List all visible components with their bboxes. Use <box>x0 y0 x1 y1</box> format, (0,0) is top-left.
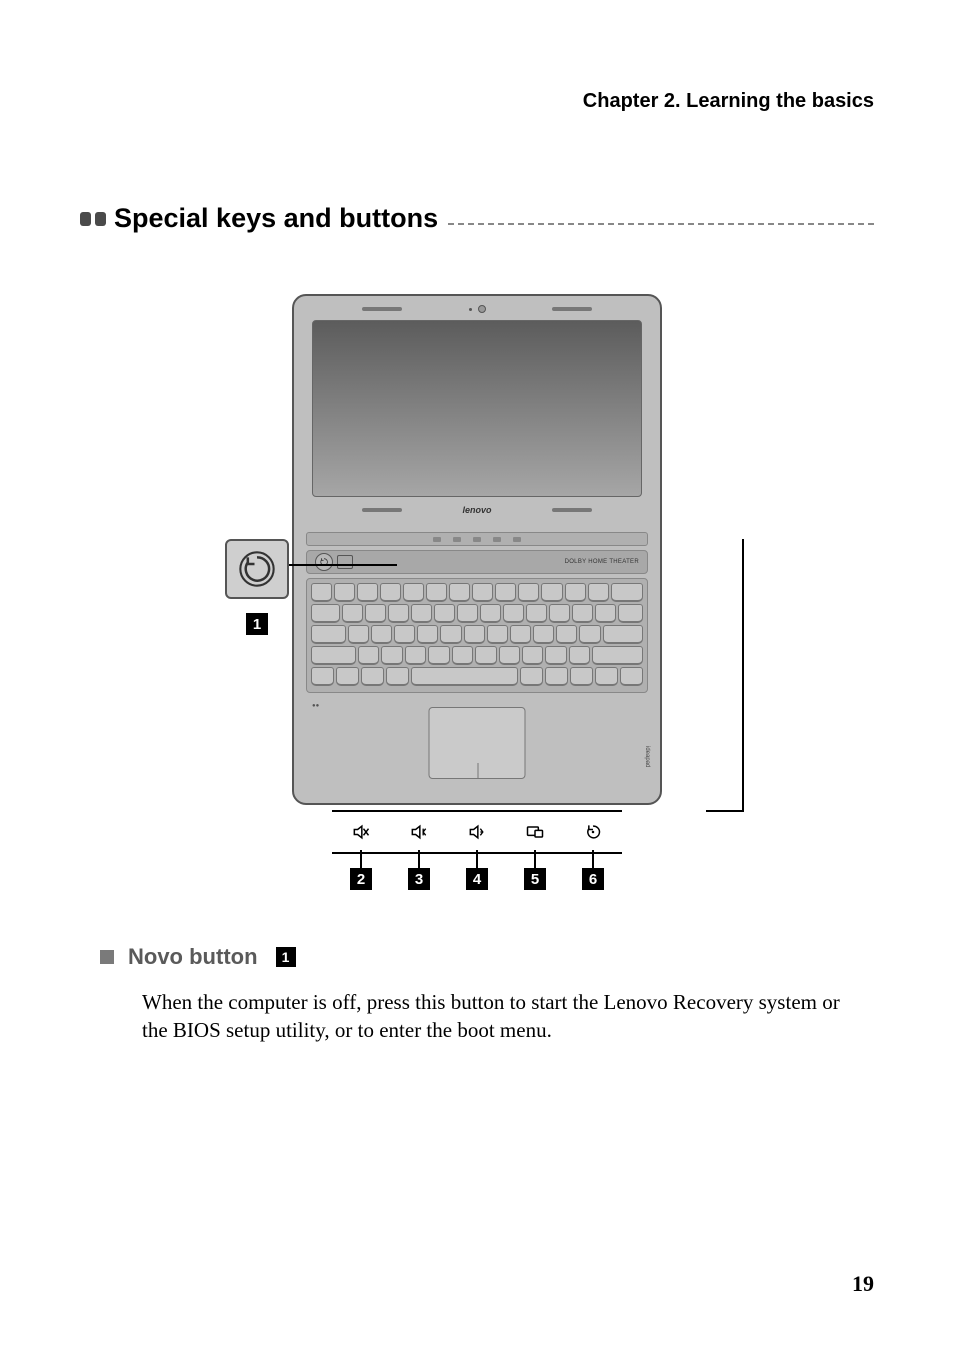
callout-1: 1 <box>225 539 289 635</box>
onekey-recovery-icon <box>583 822 603 842</box>
subsection-title: Novo button <box>128 944 258 970</box>
special-keys-row <box>332 810 622 854</box>
callout-badge-2: 2 <box>350 868 372 890</box>
subsection-body: When the computer is off, press this but… <box>100 988 854 1045</box>
mute-icon <box>351 822 371 842</box>
subsection-badge: 1 <box>276 947 296 967</box>
callout-badge-3: 3 <box>408 868 430 890</box>
palmrest: ●● ideapad <box>306 697 648 797</box>
novo-button-icon <box>315 553 333 571</box>
keyboard <box>306 578 648 693</box>
page-number: 19 <box>852 1271 874 1297</box>
callout-badges-row: 2 3 4 5 6 <box>332 868 622 890</box>
section-divider <box>448 223 874 225</box>
laptop-screen <box>312 320 642 497</box>
subsection-title-row: Novo button 1 <box>100 944 854 970</box>
section-bullets-icon <box>80 212 106 226</box>
lid-bottom-strip: lenovo <box>302 503 652 517</box>
callout-line-1 <box>287 564 397 566</box>
lid-top-strip <box>302 304 652 314</box>
callout-badge-5: 5 <box>524 868 546 890</box>
camera-icon <box>478 305 486 313</box>
laptop-lid: lenovo <box>294 296 660 526</box>
callout-badge-1: 1 <box>246 613 268 635</box>
laptop-base: DOLBY HOME THEATER ●● ideapad <box>294 526 660 803</box>
hinge-bar <box>306 532 648 546</box>
section-title-row: Special keys and buttons <box>80 203 874 234</box>
document-page: Chapter 2. Learning the basics Special k… <box>0 0 954 1352</box>
section-title: Special keys and buttons <box>114 203 438 234</box>
brand-logo: lenovo <box>462 505 491 515</box>
callout-badge-4: 4 <box>466 868 488 890</box>
laptop-outline: lenovo DOLBY HOME THEATER <box>292 294 662 805</box>
product-label: ideapad <box>644 746 650 767</box>
control-strip: DOLBY HOME THEATER <box>306 550 648 574</box>
trackpad <box>429 707 526 779</box>
display-toggle-icon <box>525 822 545 842</box>
subsection-novo: Novo button 1 When the computer is off, … <box>80 944 874 1045</box>
novo-button-enlarged-icon <box>225 539 289 599</box>
subsection-bullet-icon <box>100 950 114 964</box>
chapter-header: Chapter 2. Learning the basics <box>80 90 874 113</box>
dolby-label: DOLBY HOME THEATER <box>565 559 639 565</box>
callout-badge-6: 6 <box>582 868 604 890</box>
volume-up-icon <box>467 822 487 842</box>
laptop-diagram: lenovo DOLBY HOME THEATER <box>80 294 874 914</box>
volume-down-icon <box>409 822 429 842</box>
